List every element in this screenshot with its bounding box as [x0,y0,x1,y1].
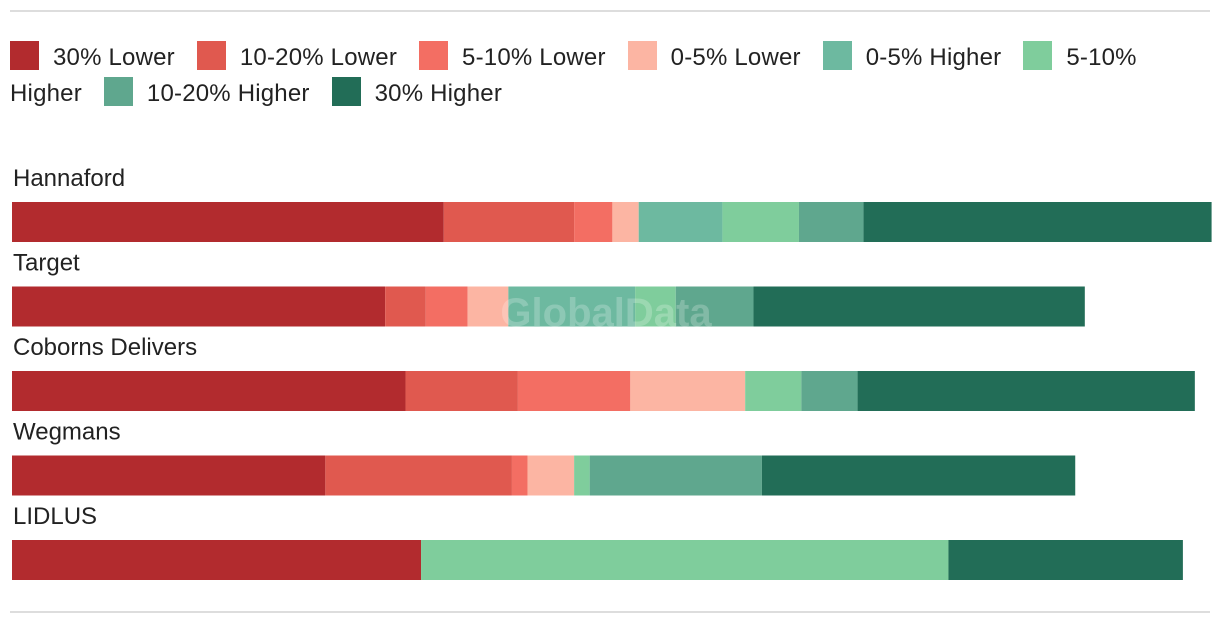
legend-swatch [822,41,852,70]
legend-swatch [196,41,226,70]
bar-segment [589,455,762,496]
legend-swatch [331,77,361,106]
chart-legend: 30% Lower 10-20% Lower 5-10% Lower 0-5% Low… [10,40,1200,112]
bottom-divider [10,611,1210,613]
bar-segment [722,202,799,242]
bar-segment [612,202,639,242]
legend-item: 10-20% Higher [103,77,310,107]
bar-segment [801,371,858,411]
legend-label: 10-20% Lower [239,44,398,71]
legend-swatch [1023,41,1053,70]
legend-swatch [627,41,657,70]
bar-segment [421,540,949,580]
legend-item: 30% Higher [331,77,503,107]
bar-segment [325,455,512,496]
legend-label: 5-10% Higher [10,44,1137,107]
legend-swatch [10,41,39,70]
bar-segment [405,371,518,411]
legend-item: 0-5% Higher [822,41,1002,71]
bar-segment [12,455,326,496]
category-label: Target [13,250,80,277]
legend-item: 0-5% Lower [627,41,801,71]
bar-segment [638,202,723,242]
legend-swatch [103,77,133,106]
bar-segment [12,202,444,242]
bar-segment [508,286,636,327]
bar-segment [630,371,746,411]
bar-segment [385,286,426,327]
category-label: Hannaford [13,165,125,192]
bar-segment [798,202,864,242]
top-divider [10,10,1210,12]
bar-segment [527,455,575,496]
bar-segment [948,540,1183,580]
watermark-text: GlobalData [500,291,712,335]
bar-segment [753,286,1085,327]
bar-segment [12,540,422,580]
bar-segment [467,286,509,327]
legend-item: 5-10% Higher [10,41,1137,107]
legend-item: 30% Lower [10,41,175,71]
bar-segment [443,202,575,242]
bar-segment [745,371,802,411]
category-label: Coborns Delivers [13,334,197,361]
bar-segment [635,286,676,327]
bar-segment [675,286,754,327]
bar-segment [574,455,590,496]
legend-label: 10-20% Higher [146,80,310,107]
bar-segment [857,371,1195,411]
bar-segment [12,371,406,411]
bar-segment [12,286,386,327]
bar-segment [425,286,468,327]
bar-segment [517,371,631,411]
legend-label: 30% Lower [53,44,175,71]
bar-segment [863,202,1212,242]
bar-segment [574,202,613,242]
legend-label: 0-5% Lower [670,44,801,71]
bar-segment [761,455,1076,496]
legend-label: 30% Higher [374,80,503,107]
category-label: LIDLUS [13,503,97,530]
legend-label: 5-10% Lower [462,44,606,71]
category-label: Wegmans [13,419,121,446]
legend-item: 10-20% Lower [196,41,398,71]
legend-item: 5-10% Lower [419,41,606,71]
legend-swatch [419,41,449,70]
bar-segment [511,455,528,496]
legend-label: 0-5% Higher [865,44,1002,71]
